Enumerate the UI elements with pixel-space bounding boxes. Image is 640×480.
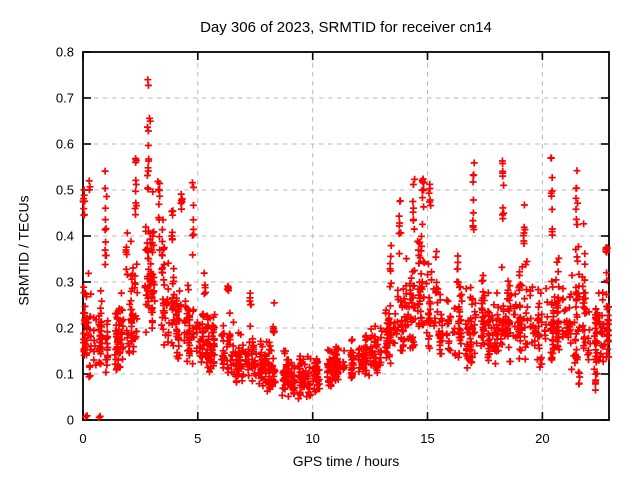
x-tick-label: 0 xyxy=(79,431,86,446)
x-axis-label: GPS time / hours xyxy=(292,453,400,469)
x-tick-label: 15 xyxy=(420,431,434,446)
y-tick-label: 0.4 xyxy=(56,229,74,244)
y-tick-label: 0.5 xyxy=(56,183,74,198)
x-tick-label: 10 xyxy=(305,431,319,446)
y-tick-label: 0.6 xyxy=(56,137,74,152)
gridlines xyxy=(85,54,607,418)
x-tick-label: 5 xyxy=(194,431,201,446)
chart-title: Day 306 of 2023, SRMTID for receiver cn1… xyxy=(200,19,492,36)
data-points xyxy=(79,76,612,421)
plot-border xyxy=(82,51,610,421)
x-tick-label: 20 xyxy=(535,431,549,446)
y-tick-label: 0.7 xyxy=(56,91,74,106)
y-tick-label: 0.3 xyxy=(56,275,74,290)
tick-labels: 0 0.1 0.2 0.3 0.4 0.5 0.6 0.7 0.8 0 5 10 15 20 xyxy=(56,45,550,447)
y-tick-label: 0.2 xyxy=(56,321,74,336)
y-tick-label: 0.1 xyxy=(56,367,74,382)
y-tick-label: 0 xyxy=(67,413,74,428)
y-tick-label: 0.8 xyxy=(56,45,74,60)
